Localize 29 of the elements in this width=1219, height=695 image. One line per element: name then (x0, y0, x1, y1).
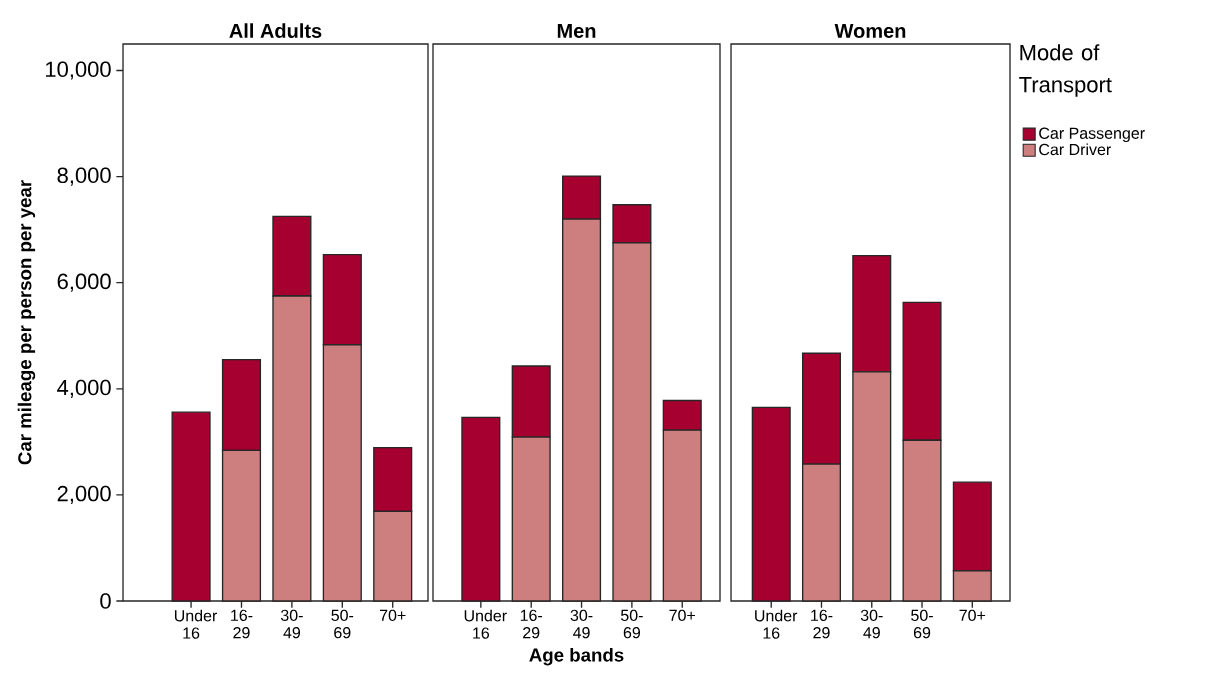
x-tick-label: 70+ (379, 609, 406, 622)
x-tick-label: 70+ (959, 609, 986, 622)
y-tick-label: 10,000 (46, 61, 111, 80)
x-tick-label: 50-69 (620, 609, 643, 639)
x-tick-label: 30-49 (280, 609, 303, 639)
y-tick-label: 6,000 (57, 273, 111, 292)
legend-label: Car Passenger (1039, 127, 1145, 143)
x-axis-title: Age bands (529, 647, 624, 666)
legend-title: Mode of Transport (1019, 44, 1112, 97)
x-tick-label: 50-69 (911, 609, 933, 639)
legend-label: Car Driver (1039, 143, 1111, 156)
x-tick-label: 16-29 (811, 609, 833, 639)
chart-title: Men (557, 23, 596, 38)
x-tick-label: 16-29 (231, 609, 253, 639)
y-tick-label: 0 (100, 593, 111, 609)
x-tick-label: Under 16 (755, 609, 798, 639)
x-tick-label: 30-49 (570, 609, 593, 639)
y-tick-label: 4,000 (57, 379, 111, 398)
y-tick-label: 8,000 (57, 167, 111, 186)
x-tick-label: 70+ (669, 609, 696, 622)
y-axis-title: Car mileage per person per year (17, 180, 36, 465)
y-tick-label: 2,000 (57, 485, 111, 504)
x-tick-label: Under 16 (464, 609, 507, 639)
x-tick-label: 16-29 (520, 609, 543, 639)
chart-title: All Adults (229, 23, 322, 38)
x-tick-label: Under 16 (174, 609, 218, 639)
x-tick-label: 50-69 (331, 609, 354, 639)
x-tick-label: 30-49 (860, 609, 883, 639)
chart-title: Women (834, 23, 906, 38)
